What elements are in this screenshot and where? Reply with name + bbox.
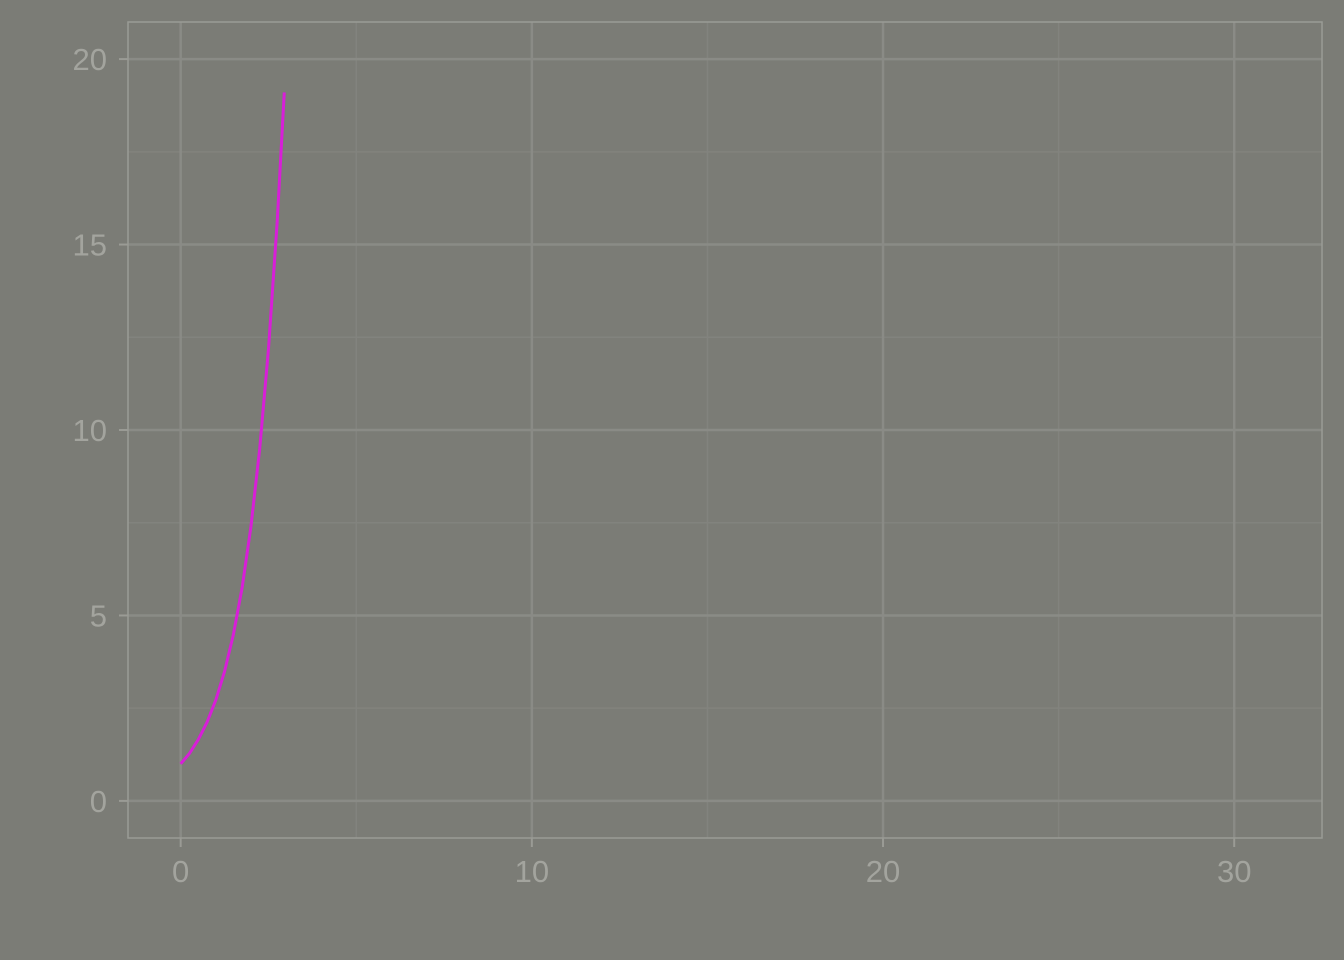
y-tick-label: 15 <box>73 228 107 263</box>
y-axis-tick-labels: 0 5 10 15 20 <box>73 42 107 819</box>
axis-ticks <box>119 58 1236 847</box>
minor-gridlines <box>128 22 1322 838</box>
x-axis-tick-labels: 0 10 20 30 <box>172 854 1251 889</box>
series-layer <box>179 92 286 765</box>
major-gridlines <box>128 22 1322 838</box>
y-tick-label: 5 <box>90 598 107 633</box>
x-tick-label: 30 <box>1217 854 1251 889</box>
y-tick-label: 20 <box>73 42 107 77</box>
x-tick-label: 0 <box>172 854 189 889</box>
y-tick-label: 0 <box>90 784 107 819</box>
series-line <box>179 92 286 765</box>
x-tick-label: 10 <box>515 854 549 889</box>
x-tick-label: 20 <box>866 854 900 889</box>
y-tick-label: 10 <box>73 413 107 448</box>
